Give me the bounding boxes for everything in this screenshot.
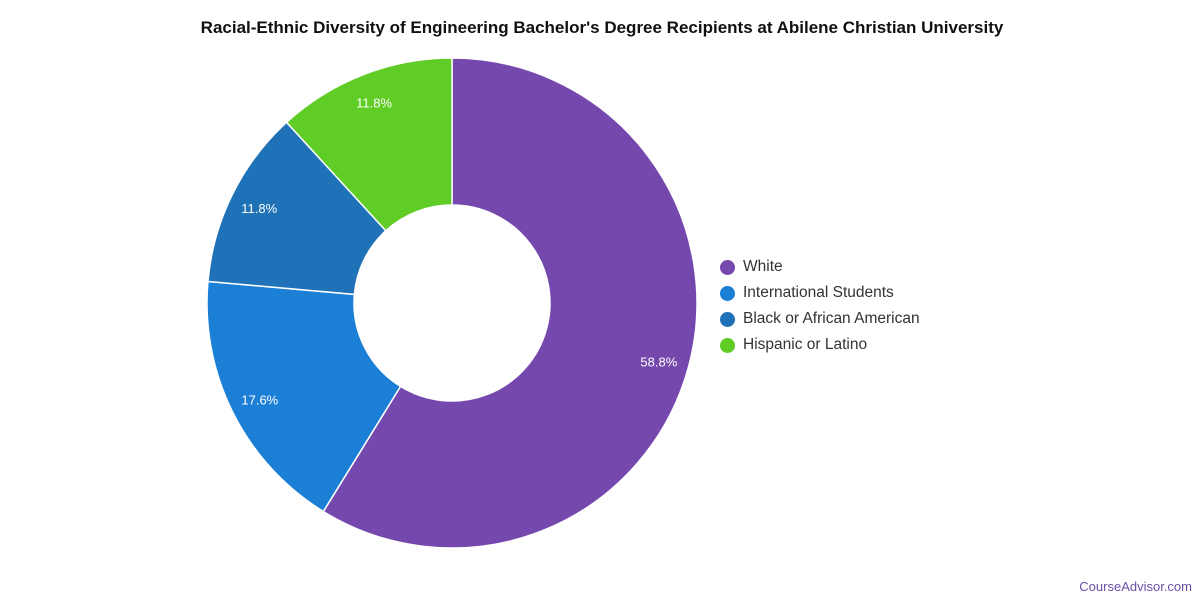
- legend-swatch-icon: [720, 337, 735, 353]
- slice-hispanic-or-latino: [285, 57, 453, 232]
- slice-black-or-african-american: [207, 121, 387, 296]
- legend-label: Black or African American: [743, 310, 920, 327]
- legend-item[interactable]: White: [720, 254, 920, 280]
- slice-data-label: 58.8%: [640, 355, 677, 370]
- chart-title: Racial-Ethnic Diversity of Engineering B…: [200, 18, 1004, 37]
- legend-swatch-icon: [720, 311, 735, 327]
- legend-label: White: [743, 258, 783, 275]
- slice-international-students: [206, 280, 402, 513]
- slice-data-label: 11.8%: [241, 201, 277, 216]
- slice-data-label: 17.6%: [241, 392, 278, 407]
- legend-label: International Students: [743, 284, 894, 301]
- legend-item[interactable]: Hispanic or Latino: [720, 332, 920, 358]
- legend-item[interactable]: International Students: [720, 280, 920, 306]
- legend: White International Students Black or Afri…: [720, 254, 920, 358]
- legend-swatch-icon: [720, 259, 735, 275]
- legend-swatch-icon: [720, 285, 735, 301]
- legend-item[interactable]: Black or African American: [720, 306, 920, 332]
- legend-label: Hispanic or Latino: [743, 336, 868, 353]
- slice-data-label: 11.8%: [356, 96, 392, 111]
- slice-white: [322, 57, 698, 549]
- courseadvisor-link[interactable]: CourseAdvisor.com: [1079, 579, 1192, 594]
